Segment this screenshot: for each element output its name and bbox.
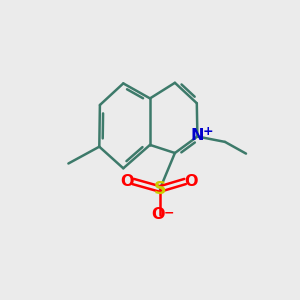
- Text: O: O: [152, 207, 165, 222]
- Text: S: S: [154, 180, 166, 198]
- Text: +: +: [203, 124, 214, 138]
- Text: N: N: [191, 128, 204, 142]
- Text: O: O: [121, 174, 134, 189]
- Text: −: −: [164, 206, 174, 220]
- Text: O: O: [184, 174, 198, 189]
